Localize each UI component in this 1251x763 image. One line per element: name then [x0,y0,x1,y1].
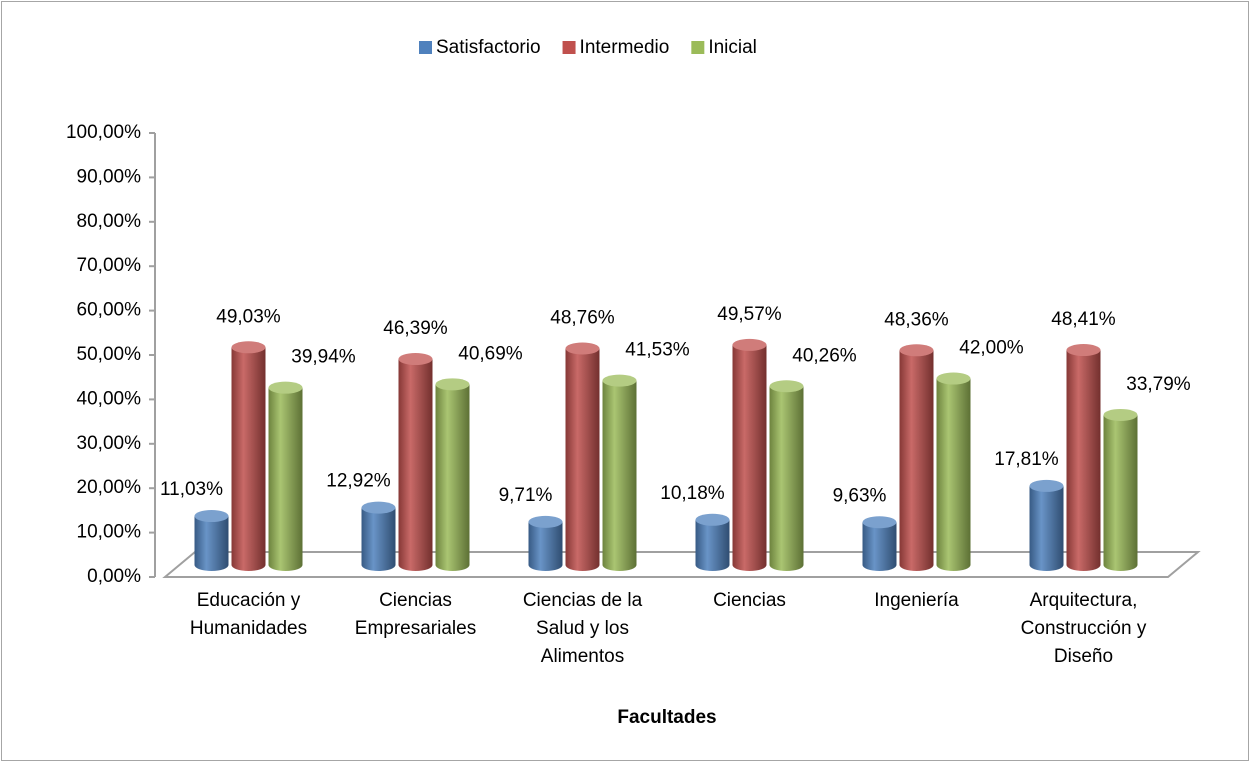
legend-label: Inicial [708,37,757,58]
bar [1029,485,1064,571]
y-tick-label: 30,00% [77,433,142,454]
bar-top [435,378,470,391]
y-tick-label: 10,00% [77,522,142,543]
bar-top [231,341,266,354]
bar-top [732,338,767,351]
legend-swatch [419,41,432,54]
y-tick-label: 80,00% [77,211,142,232]
value-label: 10,18% [660,483,725,504]
value-label: 9,71% [499,485,553,506]
value-label: 42,00% [959,338,1024,359]
x-tick-label: Arquitectura, Construcción y Diseño [1020,590,1147,667]
value-label: 9,63% [833,485,887,506]
legend-label: Intermedio [580,37,670,58]
legend-swatch [691,41,705,54]
value-label: 41,53% [625,340,690,361]
bar-top [602,374,637,387]
value-label: 11,03% [160,479,223,500]
bar [528,521,563,571]
x-tick-label: Ciencias Empresariales [354,590,477,639]
bar [769,386,804,571]
bar [1066,350,1101,571]
bar-top [1103,408,1138,421]
bar [231,347,266,571]
y-tick-label: 70,00% [77,255,142,276]
bar [194,516,229,571]
y-tick-label: 50,00% [77,344,142,365]
value-label: 48,36% [884,309,949,330]
bar [268,387,303,571]
bar [435,384,470,571]
x-tick-label: Ciencias de la Salud y los Alimentos [522,590,643,667]
bar [602,380,637,571]
value-label: 49,03% [216,306,281,327]
bar [398,359,433,571]
legend-label: Satisfactorio [436,37,541,58]
bar-top [862,516,897,529]
bar-top [361,501,396,514]
bar-top [528,515,563,528]
value-label: 46,39% [383,318,448,339]
bar [732,344,767,571]
bar [361,507,396,571]
value-label: 33,79% [1126,374,1191,395]
bar [899,350,934,571]
x-tick-label: Ingeniería [874,590,959,611]
y-tick-label: 90,00% [77,166,142,187]
value-label: 39,94% [291,347,356,368]
value-label: 12,92% [326,471,391,492]
value-label: 40,69% [458,343,523,364]
y-tick-label: 100,00% [66,122,141,143]
y-tick-label: 60,00% [77,300,142,321]
bar-top [268,381,303,394]
bar-top [936,372,971,385]
bar [936,378,971,571]
bar [695,519,730,571]
bar [1103,414,1138,571]
x-tick-label: Educación y Humanidades [189,590,308,639]
value-label: 48,41% [1051,309,1116,330]
value-label: 40,26% [792,345,857,366]
bar [862,522,897,571]
x-tick-label: Ciencias [713,590,786,611]
y-tick-label: 40,00% [77,388,142,409]
x-axis-title: Facultades [617,707,716,728]
bar-top [1029,479,1064,492]
bar [565,348,600,571]
bar-top [1066,344,1101,357]
bar-top [899,344,934,357]
value-label: 17,81% [994,449,1059,470]
bar-top [194,510,229,523]
bar-top [769,380,804,393]
legend-swatch [562,41,576,54]
value-label: 49,57% [717,304,782,325]
bar-top [695,513,730,526]
bar-top [398,353,433,366]
bar-top [565,342,600,355]
y-tick-label: 20,00% [77,477,142,498]
value-label: 48,76% [550,308,615,329]
y-tick-label: 0,00% [87,566,141,587]
